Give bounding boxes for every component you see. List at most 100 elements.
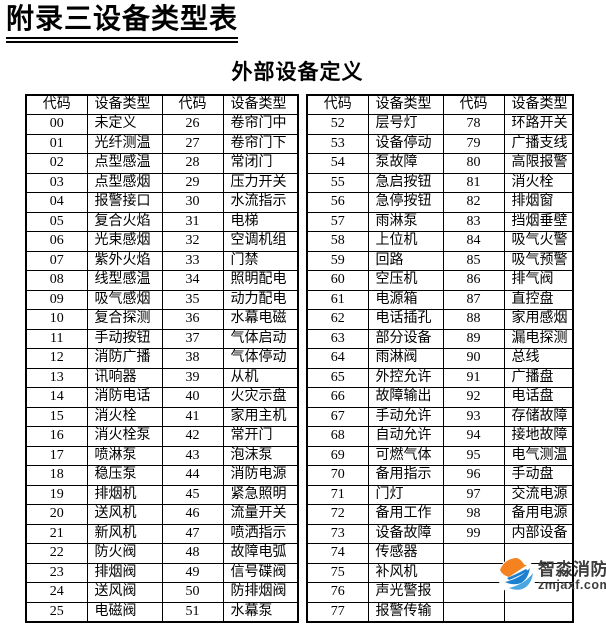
- device-code-cell: 29: [161, 172, 224, 194]
- device-code-cell: [442, 562, 505, 584]
- device-code-cell: 22: [25, 543, 88, 564]
- table-row: 03 点型感烟 29 压力开关: [25, 172, 299, 194]
- table-row: 12 消防广播 38 气体停动: [25, 348, 299, 369]
- table-row: 67 手动允许 93 存储故障: [306, 406, 574, 428]
- device-tables-container: 代码 设备类型 代码 设备类型 00 未定义 26 卷帘门中 01 光纤测温 27 卷帘门下 0…: [25, 93, 606, 624]
- table-row: 63 部分设备 89 漏电探测: [306, 328, 574, 350]
- device-code-cell: 86: [442, 270, 505, 291]
- device-code-cell: 15: [25, 406, 88, 428]
- device-code-cell: 20: [25, 504, 88, 525]
- device-code-cell: 34: [161, 270, 224, 291]
- table-row: 18 稳压泵 44 消防电源: [25, 465, 299, 486]
- device-type-cell: 紧急照明: [222, 484, 299, 506]
- device-type-cell: 故障输出: [367, 387, 444, 408]
- device-type-cell: 水幕电磁: [222, 309, 299, 330]
- device-code-cell: 07: [25, 250, 88, 272]
- table-row: 65 外控允许 91 广播盘: [306, 367, 574, 389]
- table-row: 17 喷淋泵 43 泡沫泵: [25, 445, 299, 467]
- device-code-cell: 42: [161, 426, 224, 447]
- device-code-cell: 37: [161, 328, 224, 350]
- device-code-cell: 26: [161, 114, 224, 135]
- device-type-cell: 报警传输: [367, 601, 444, 623]
- device-type-cell: 空调机组: [222, 231, 299, 252]
- device-type-cell: 未定义: [86, 114, 163, 135]
- table-row: 60 空压机 86 排气阀: [306, 270, 574, 291]
- device-type-cell: 消火栓泵: [86, 426, 163, 447]
- device-code-cell: 46: [161, 504, 224, 525]
- table-row: 19 排烟机 45 紧急照明: [25, 484, 299, 506]
- device-type-cell: 设备故障: [367, 523, 444, 545]
- device-code-cell: [442, 601, 505, 623]
- device-type-cell: 上位机: [367, 231, 444, 252]
- device-type-cell: 防火阀: [86, 543, 163, 564]
- table-row: 25 电磁阀 51 水幕泵: [25, 601, 299, 623]
- device-code-cell: 09: [25, 289, 88, 311]
- zhimiao-logo-icon: [498, 557, 536, 595]
- device-code-cell: 32: [161, 231, 224, 252]
- device-type-cell: 手动盘: [503, 465, 574, 486]
- device-code-cell: 70: [306, 465, 369, 486]
- device-code-cell: 50: [161, 582, 224, 603]
- device-type-cell: 紫外火焰: [86, 250, 163, 272]
- device-code-cell: 45: [161, 484, 224, 506]
- device-type-cell: 消防广播: [86, 348, 163, 369]
- device-type-cell: 电气测温: [503, 445, 574, 467]
- table-subtitle: 外部设备定义: [231, 59, 364, 84]
- device-code-cell: 11: [25, 328, 88, 350]
- table-row: 62 电话插孔 88 家用感烟: [306, 309, 574, 330]
- device-code-cell: 88: [442, 309, 505, 330]
- device-code-cell: 98: [442, 504, 505, 525]
- table-row: 64 雨淋阀 90 总线: [306, 348, 574, 369]
- header-code: 代码: [25, 94, 88, 116]
- device-code-cell: 87: [442, 289, 505, 311]
- device-type-cell: 点型感温: [86, 153, 163, 174]
- device-type-cell: 回路: [367, 250, 444, 272]
- table-row: 59 回路 85 吸气预警: [306, 250, 574, 272]
- device-type-cell: 卷帘门中: [222, 114, 299, 135]
- device-code-cell: 23: [25, 562, 88, 584]
- device-type-cell: 备用电源: [503, 504, 574, 525]
- device-code-cell: 27: [161, 133, 224, 155]
- device-code-cell: 28: [161, 153, 224, 174]
- device-type-cell: 喷洒指示: [222, 523, 299, 545]
- device-code-cell: 73: [306, 523, 369, 545]
- device-type-cell: 排烟窗: [503, 192, 574, 213]
- device-type-cell: 设备停动: [367, 133, 444, 155]
- device-type-cell: 急启按钮: [367, 172, 444, 194]
- header-code: 代码: [306, 94, 369, 116]
- device-code-cell: 79: [442, 133, 505, 155]
- device-type-cell: 光纤测温: [86, 133, 163, 155]
- device-code-cell: 02: [25, 153, 88, 174]
- table-row: 16 消火栓泵 42 常开门: [25, 426, 299, 447]
- device-code-cell: 76: [306, 582, 369, 603]
- table-row: 77 报警传输: [306, 601, 574, 623]
- device-code-cell: 78: [442, 114, 505, 135]
- device-type-table-left: 代码 设备类型 代码 设备类型 00 未定义 26 卷帘门中 01 光纤测温 27 卷帘门下 0…: [25, 93, 299, 624]
- device-code-cell: 63: [306, 328, 369, 350]
- device-code-cell: 84: [442, 231, 505, 252]
- device-type-cell: 存储故障: [503, 406, 574, 428]
- device-type-cell: 复合火焰: [86, 211, 163, 233]
- device-type-cell: 消火栓: [86, 406, 163, 428]
- table-row: 05 复合火焰 31 电梯: [25, 211, 299, 233]
- watermark-text: 智淼消防 zmjaxf.com: [538, 561, 606, 592]
- device-code-cell: 24: [25, 582, 88, 603]
- device-code-cell: 36: [161, 309, 224, 330]
- device-code-cell: 14: [25, 387, 88, 408]
- device-type-cell: 光束感烟: [86, 231, 163, 252]
- device-type-cell: 稳压泵: [86, 465, 163, 486]
- device-type-cell: 漏电探测: [503, 328, 574, 350]
- header-type: 设备类型: [222, 94, 299, 116]
- device-code-cell: 41: [161, 406, 224, 428]
- device-type-cell: 信号碟阀: [222, 562, 299, 584]
- device-type-cell: 卷帘门下: [222, 133, 299, 155]
- device-type-cell: 可燃气体: [367, 445, 444, 467]
- device-type-cell: 备用工作: [367, 504, 444, 525]
- device-code-cell: 85: [442, 250, 505, 272]
- device-code-cell: 65: [306, 367, 369, 389]
- device-code-cell: 83: [442, 211, 505, 233]
- device-type-cell: 层号灯: [367, 114, 444, 135]
- device-type-cell: 送风机: [86, 504, 163, 525]
- device-code-cell: 68: [306, 426, 369, 447]
- table-row: 07 紫外火焰 33 门禁: [25, 250, 299, 272]
